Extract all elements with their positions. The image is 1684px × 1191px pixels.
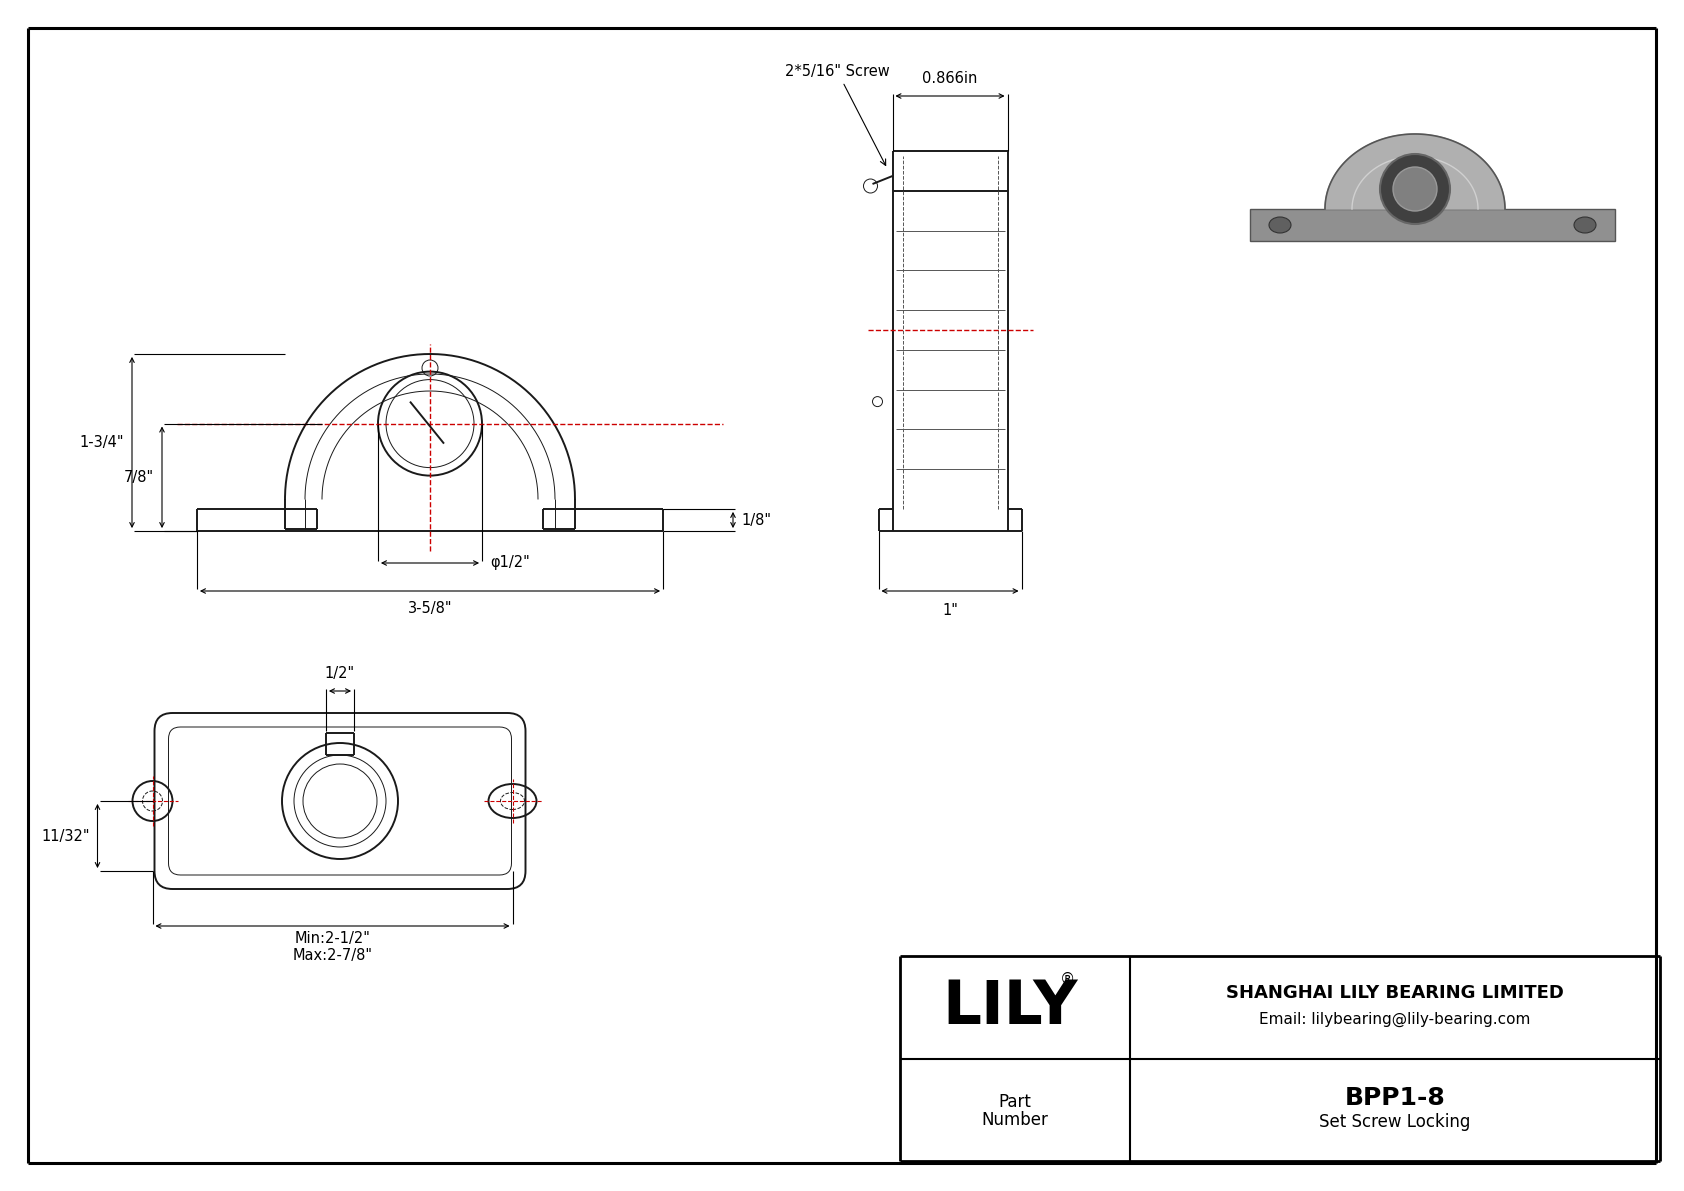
Text: 7/8": 7/8" <box>125 469 153 485</box>
Text: Number: Number <box>982 1111 1049 1129</box>
Text: 1-3/4": 1-3/4" <box>79 435 125 450</box>
Text: Part: Part <box>999 1093 1031 1111</box>
Text: 1/2": 1/2" <box>325 666 355 681</box>
Circle shape <box>1379 154 1450 224</box>
Polygon shape <box>1325 135 1505 208</box>
Bar <box>1250 208 1615 241</box>
Text: Min:2-1/2": Min:2-1/2" <box>295 931 370 946</box>
Bar <box>1219 51 1640 281</box>
Text: 0.866in: 0.866in <box>923 71 978 86</box>
Text: SHANGHAI LILY BEARING LIMITED: SHANGHAI LILY BEARING LIMITED <box>1226 984 1564 1003</box>
Ellipse shape <box>1270 217 1292 233</box>
Text: Set Screw Locking: Set Screw Locking <box>1319 1112 1470 1130</box>
Text: 3-5/8": 3-5/8" <box>408 601 453 616</box>
Text: Max:2-7/8": Max:2-7/8" <box>293 948 372 964</box>
Text: 11/32": 11/32" <box>40 829 89 843</box>
Text: BPP1-8: BPP1-8 <box>1344 1086 1445 1110</box>
Text: 2*5/16" Screw: 2*5/16" Screw <box>785 64 889 166</box>
Text: 1/8": 1/8" <box>741 512 771 528</box>
Text: Email: lilybearing@lily-bearing.com: Email: lilybearing@lily-bearing.com <box>1260 1011 1531 1027</box>
Text: φ1/2": φ1/2" <box>490 555 530 570</box>
Text: ®: ® <box>1059 972 1074 987</box>
Ellipse shape <box>1575 217 1596 233</box>
Text: LILY: LILY <box>943 978 1078 1036</box>
Circle shape <box>1393 167 1436 211</box>
Text: 1": 1" <box>941 603 958 618</box>
